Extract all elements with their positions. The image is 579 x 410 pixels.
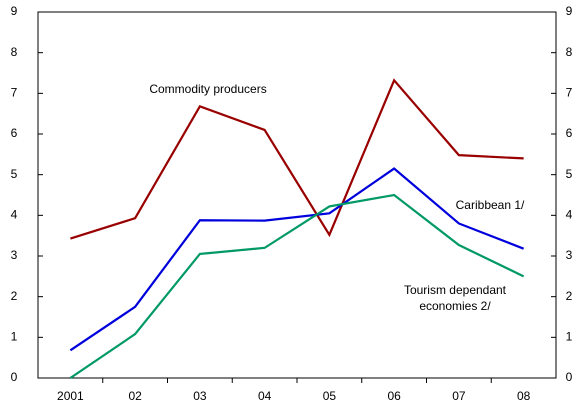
- y2-tick-label: 0: [566, 370, 573, 384]
- series-label-box: Caribbean 1/: [455, 198, 525, 212]
- series-label: Caribbean 1/: [455, 198, 525, 212]
- y2-tick-label: 4: [566, 208, 573, 222]
- series-label-box: Commodity producers: [149, 82, 267, 96]
- y2-tick-label: 3: [566, 248, 573, 262]
- x-tick-label: 03: [193, 389, 207, 403]
- y2-tick-label: 1: [566, 330, 573, 344]
- y-tick-label: 5: [11, 167, 18, 181]
- y2-tick-label: 7: [566, 86, 573, 100]
- y2-tick-label: 6: [566, 126, 573, 140]
- series-line: [69, 167, 525, 352]
- x-tick-label: 2001: [57, 389, 84, 403]
- y-tick-label: 7: [11, 86, 18, 100]
- y-tick-label: 8: [11, 45, 18, 59]
- y2-tick-label: 5: [566, 167, 573, 181]
- y-tick-label: 6: [11, 126, 18, 140]
- x-tick-label: 02: [128, 389, 142, 403]
- y-tick-label: 0: [11, 370, 18, 384]
- series-label: Commodity producers: [149, 82, 267, 96]
- y-tick-label: 9: [11, 4, 18, 18]
- series-label: Tourism dependant economies 2/: [403, 283, 507, 313]
- y-tick-label: 4: [11, 208, 18, 222]
- x-tick-label: 04: [258, 389, 272, 403]
- series-label-box: Tourism dependant economies 2/: [403, 283, 507, 313]
- y-tick-label: 2: [11, 289, 18, 303]
- y-tick-label: 3: [11, 248, 18, 262]
- series-line: [70, 78, 524, 240]
- y2-tick-label: 9: [566, 4, 573, 18]
- y2-tick-label: 2: [566, 289, 573, 303]
- x-tick-label: 07: [452, 389, 466, 403]
- y-tick-label: 1: [11, 330, 18, 344]
- x-tick-label: 05: [323, 389, 337, 403]
- series-line: [69, 193, 525, 379]
- y2-tick-label: 8: [566, 45, 573, 59]
- x-tick-label: 08: [517, 389, 531, 403]
- x-tick-label: 06: [387, 389, 401, 403]
